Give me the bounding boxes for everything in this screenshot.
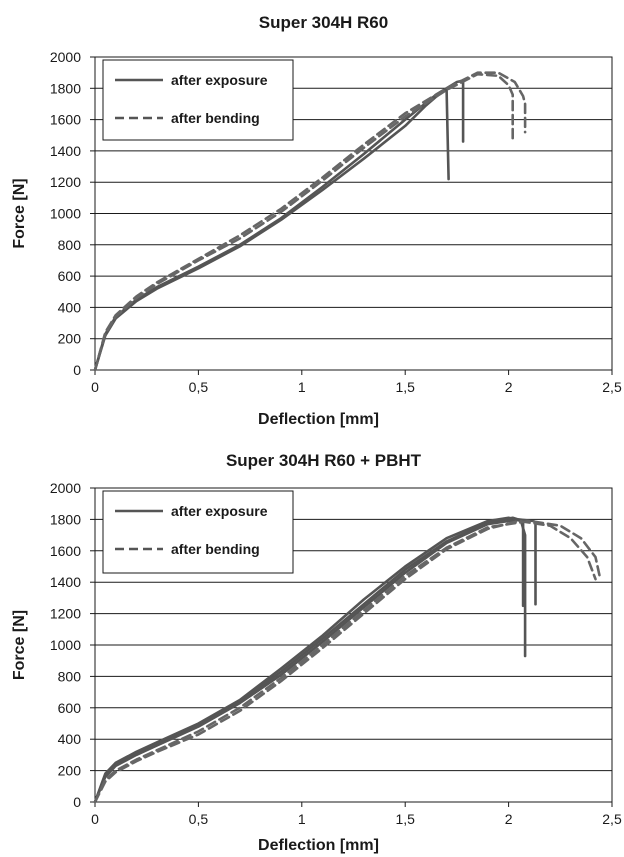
- legend-box: [102, 59, 294, 141]
- series-line-after-bending-5: [93, 519, 601, 804]
- y-tick-label: 800: [58, 668, 82, 684]
- y-tick-label: 2000: [50, 49, 81, 65]
- y-tick-label: 1800: [50, 80, 81, 96]
- plot-frame: [94, 56, 613, 371]
- y-tick-label: 600: [58, 268, 82, 284]
- series-line-after-bending-4: [93, 519, 597, 804]
- y-tick-label: 1200: [50, 174, 81, 190]
- chart-title: Super 304H R60 + PBHT: [226, 451, 422, 470]
- y-tick-label: 0: [73, 794, 81, 810]
- x-tick-label: 1,5: [395, 811, 415, 827]
- legend: after exposure after bending: [102, 490, 294, 574]
- chart-panel-2: Super 304H R60 + PBHT0200400600800100012…: [11, 451, 622, 854]
- legend-label: after bending: [171, 541, 260, 557]
- x-tick-label: 1,5: [395, 379, 415, 395]
- x-tick-label: 2,5: [602, 811, 622, 827]
- y-tick-label: 400: [58, 299, 82, 315]
- y-tick-label: 1600: [50, 112, 81, 128]
- y-tick-label: 1000: [50, 206, 81, 222]
- x-tick-label: 0,5: [189, 379, 209, 395]
- series-line-after-exposure-3: [93, 518, 537, 804]
- chart-panel-1: Super 304H R60 0 200 400 600 800 1000 1200 1400 1…: [11, 13, 622, 428]
- x-tick-label: 1: [298, 379, 306, 395]
- x-tick-label: 2: [505, 379, 513, 395]
- legend-label: after exposure: [171, 72, 268, 88]
- y-axis-label: Force [N]: [11, 178, 28, 248]
- y-tick-label: 800: [58, 237, 82, 253]
- x-tick-label: 0: [91, 811, 99, 827]
- x-tick-label: 1: [298, 811, 306, 827]
- chart-title: Super 304H R60: [259, 13, 388, 32]
- x-tick-label: 2,5: [602, 379, 622, 395]
- series-line-after-exposure-2: [93, 516, 525, 804]
- y-axis-label: Force [N]: [11, 610, 28, 680]
- x-axis-label: Deflection [mm]: [258, 411, 379, 428]
- y-tick-label: 1400: [50, 574, 81, 590]
- legend: after exposure after bending: [102, 59, 294, 141]
- y-tick-label: 2000: [50, 480, 81, 496]
- legend-box: [102, 490, 294, 574]
- y-tick-label: 1800: [50, 511, 81, 527]
- y-tick-label: 200: [58, 331, 82, 347]
- y-tick-label: 0: [73, 362, 81, 378]
- y-tick-label: 1200: [50, 606, 81, 622]
- plot-frame: [94, 487, 613, 803]
- x-tick-label: 0: [91, 379, 99, 395]
- x-tick-label: 2: [505, 811, 513, 827]
- y-tick-label: 200: [58, 763, 82, 779]
- y-tick-label: 1400: [50, 143, 81, 159]
- series-line-after-bending-4: [93, 71, 527, 372]
- legend-label: after bending: [171, 110, 260, 126]
- y-tick-label: 400: [58, 731, 82, 747]
- y-tick-label: 1600: [50, 543, 81, 559]
- x-tick-label: 0,5: [189, 811, 209, 827]
- legend-label: after exposure: [171, 503, 268, 519]
- x-axis-label: Deflection [mm]: [258, 837, 379, 854]
- y-tick-label: 600: [58, 700, 82, 716]
- y-tick-label: 1000: [50, 637, 81, 653]
